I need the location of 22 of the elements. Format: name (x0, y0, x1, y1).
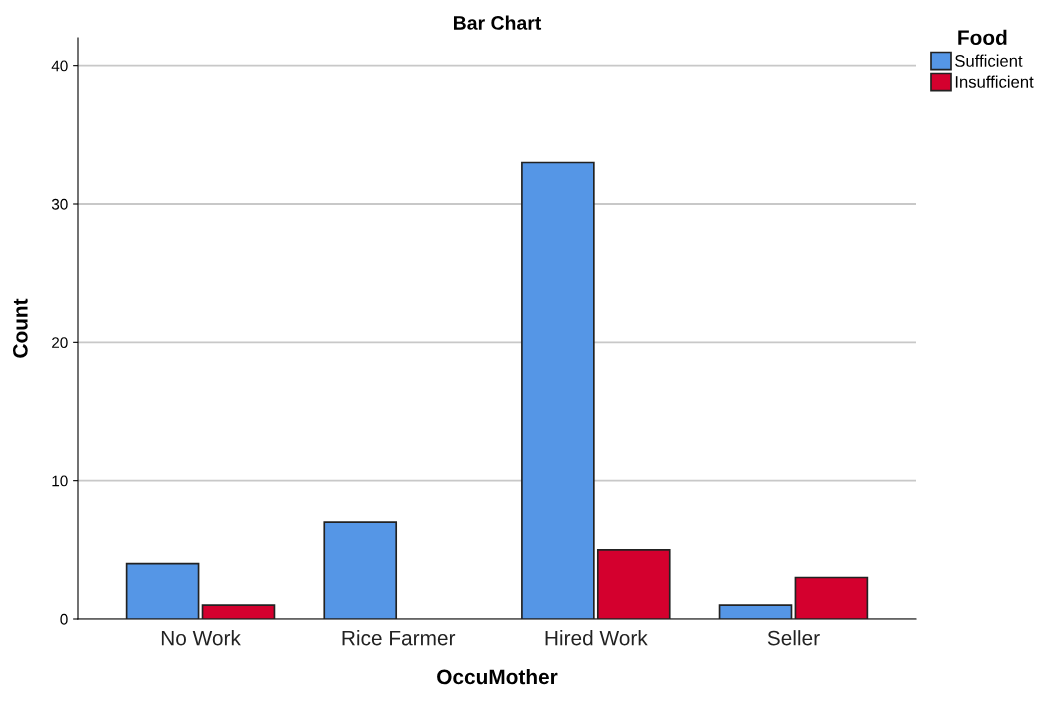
bar (201, 604, 276, 619)
x-tick-label: No Work (161, 630, 241, 646)
bar (794, 576, 869, 619)
legend-label: Sufficient (955, 54, 1023, 67)
bar (323, 521, 398, 619)
bar (125, 562, 200, 619)
y-tick-label: 10 (52, 475, 68, 487)
legend-label: Insufficient (955, 75, 1034, 88)
y-tick-label: 20 (52, 337, 68, 349)
y-tick-label: 40 (51, 60, 68, 72)
bar (718, 604, 793, 619)
bar (521, 161, 595, 619)
y-tick-label: 0 (60, 613, 68, 625)
bar (596, 548, 671, 619)
chart-title: Bar Chart (454, 15, 542, 30)
y-tick-label: 30 (51, 198, 68, 210)
y-axis-title: Count (12, 298, 28, 358)
x-tick-label: Rice Farmer (342, 630, 456, 646)
x-tick-label: Seller (767, 630, 820, 646)
legend-title: Food (958, 29, 1007, 46)
x-tick-label: Hired Work (545, 630, 648, 646)
x-axis-title: OccuMother (437, 668, 558, 685)
